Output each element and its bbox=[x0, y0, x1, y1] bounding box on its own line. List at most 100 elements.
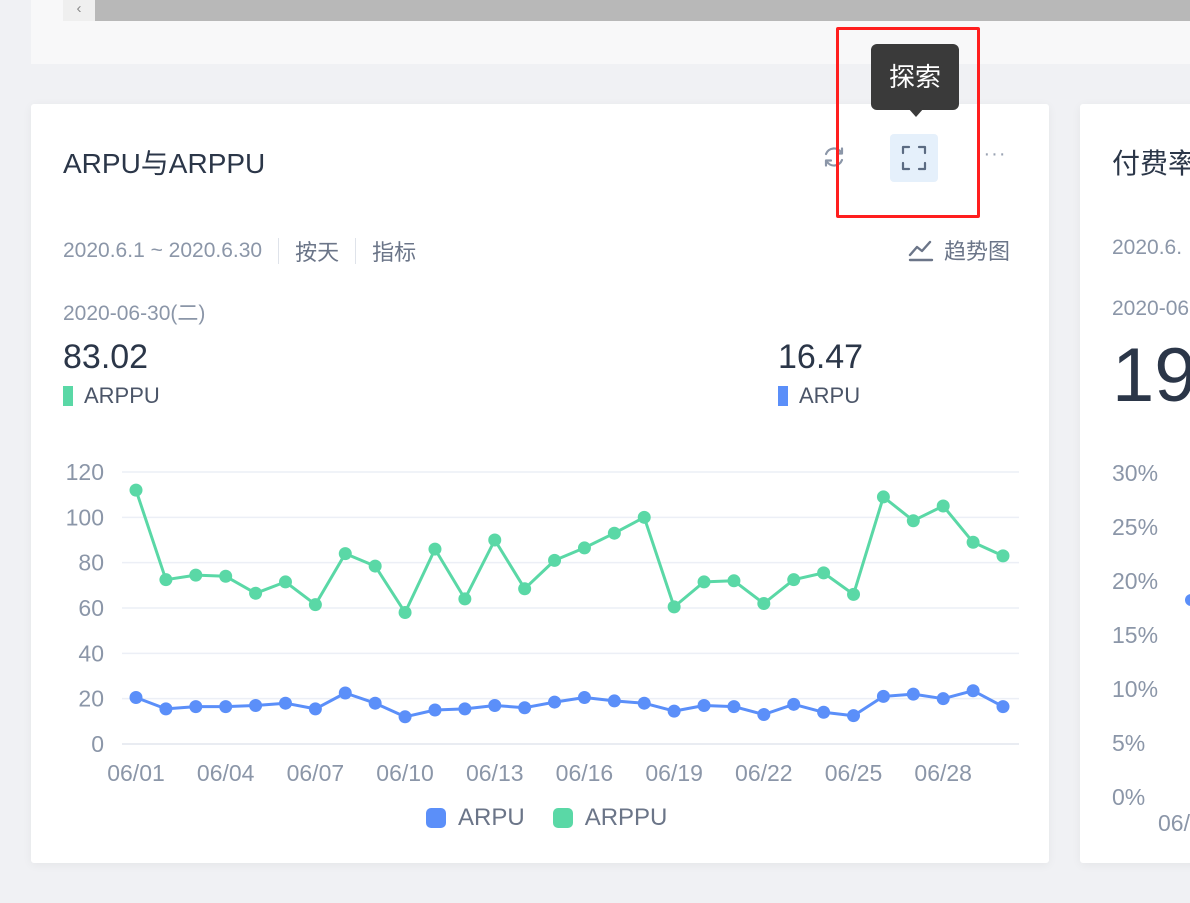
data-point-arppu bbox=[219, 569, 233, 583]
paying-rate-card: 付费率 2020.6. 2020-06 19 30% 25% 20% 15% 1… bbox=[1080, 104, 1190, 863]
scroll-left-arrow[interactable]: ‹ bbox=[63, 0, 95, 21]
y-tick-label: 60 bbox=[78, 595, 104, 621]
data-point-arppu bbox=[577, 541, 591, 555]
legend-marker bbox=[552, 808, 573, 828]
data-point-arppu bbox=[278, 575, 292, 589]
data-point-arppu bbox=[189, 568, 203, 582]
kpi-value: 16.47 bbox=[778, 338, 864, 376]
data-point-arppu bbox=[817, 566, 831, 580]
y-tick-label: 25% bbox=[1112, 514, 1159, 540]
data-point-arpu bbox=[847, 709, 861, 723]
data-point-arppu bbox=[428, 542, 442, 556]
x-tick-label: 06/19 bbox=[645, 760, 703, 786]
x-tick-label: 06/07 bbox=[287, 760, 345, 786]
x-tick-label: 06/01 bbox=[107, 760, 165, 786]
data-point-arppu bbox=[667, 600, 681, 614]
legend-label: ARPPU bbox=[584, 804, 668, 831]
selected-date: 2020-06 bbox=[1112, 297, 1190, 320]
data-point-arpu bbox=[458, 702, 472, 716]
explore-fullscreen-button[interactable] bbox=[890, 134, 938, 182]
data-point-arppu bbox=[159, 573, 173, 587]
data-point-arppu bbox=[249, 586, 263, 600]
arpu-arppu-card: ARPU与ARPPU ··· 2020.6.1 ~ 2020.6.30 按天 指… bbox=[31, 104, 1049, 863]
data-point-arppu bbox=[996, 549, 1010, 563]
data-point-arpu bbox=[548, 695, 562, 709]
data-point-arppu bbox=[458, 592, 472, 606]
x-tick-label: 06/16 bbox=[556, 760, 614, 786]
data-point-arppu bbox=[727, 574, 741, 588]
data-point-arppu bbox=[966, 535, 980, 549]
granularity-selector[interactable]: 按天 bbox=[295, 240, 340, 265]
date-range[interactable]: 2020.6. bbox=[1112, 236, 1183, 259]
x-tick-label: 06/25 bbox=[825, 760, 883, 786]
data-point-arppu bbox=[637, 510, 651, 524]
kpi-swatch bbox=[63, 386, 73, 406]
data-point-arpu bbox=[488, 698, 502, 712]
selected-date: 2020-06-30(二) bbox=[63, 302, 206, 325]
highlight-box bbox=[836, 27, 980, 218]
horizontal-scrollbar[interactable] bbox=[63, 0, 1190, 21]
explore-tooltip: 探索 bbox=[871, 44, 959, 117]
y-tick-label: 100 bbox=[66, 504, 104, 530]
y-tick-label: 40 bbox=[78, 640, 104, 666]
legend-item-arppu[interactable]: ARPPU bbox=[552, 804, 668, 832]
metric-selector[interactable]: 指标 bbox=[372, 240, 417, 265]
y-tick-label: 20% bbox=[1112, 568, 1159, 594]
x-tick-label: 06/28 bbox=[914, 760, 972, 786]
data-point-arppu bbox=[697, 575, 711, 589]
x-tick-label: 06/22 bbox=[735, 760, 793, 786]
legend-item-arpu[interactable]: ARPU bbox=[426, 804, 525, 832]
y-tick-label: 120 bbox=[66, 459, 104, 485]
data-point-arpu bbox=[667, 704, 681, 718]
data-point bbox=[1185, 594, 1190, 606]
line-chart-icon bbox=[908, 240, 934, 262]
legend-marker bbox=[426, 808, 446, 828]
data-point-arpu bbox=[398, 710, 412, 724]
data-point-arpu bbox=[757, 708, 771, 722]
data-point-arppu bbox=[548, 553, 562, 567]
data-point-arpu bbox=[338, 686, 352, 700]
data-point-arpu bbox=[697, 698, 711, 712]
data-point-arpu bbox=[278, 696, 292, 710]
kpi-arpu: 16.47 ARPU bbox=[778, 340, 863, 409]
more-options-icon[interactable]: ··· bbox=[983, 143, 1007, 165]
data-point-arpu bbox=[159, 702, 173, 716]
fullscreen-icon bbox=[901, 145, 927, 171]
series-line-arpu bbox=[135, 689, 1004, 719]
y-tick-label: 0 bbox=[91, 731, 104, 757]
data-point-arppu bbox=[338, 547, 352, 561]
data-point-arpu bbox=[966, 684, 980, 698]
data-point-arppu bbox=[368, 559, 382, 573]
data-point-arpu bbox=[996, 700, 1010, 714]
data-point-arpu bbox=[189, 700, 203, 714]
data-point-arpu bbox=[577, 691, 591, 705]
data-point-arppu bbox=[936, 499, 950, 513]
data-point-arppu bbox=[129, 483, 143, 497]
data-point-arppu bbox=[308, 598, 322, 612]
data-point-arppu bbox=[847, 587, 861, 601]
chart-type-selector[interactable]: 趋势图 bbox=[908, 234, 1010, 266]
x-tick-label: 06/13 bbox=[466, 760, 524, 786]
data-point-arppu bbox=[488, 533, 502, 547]
data-point-arpu bbox=[249, 698, 263, 712]
kpi-arppu: 83.02 ARPPU bbox=[63, 340, 160, 409]
divider bbox=[278, 238, 280, 264]
y-tick-label: 15% bbox=[1112, 622, 1159, 648]
data-point-arppu bbox=[787, 573, 801, 587]
card-title: ARPU与ARPPU bbox=[63, 148, 266, 179]
filter-row: 2020.6.1 ~ 2020.6.30 按天 指标 bbox=[63, 236, 416, 266]
data-point-arpu bbox=[428, 703, 442, 717]
y-tick-label: 10% bbox=[1112, 676, 1159, 702]
date-range[interactable]: 2020.6.1 ~ 2020.6.30 bbox=[63, 239, 263, 262]
kpi-label: ARPPU bbox=[84, 383, 160, 408]
data-point-arppu bbox=[518, 582, 532, 596]
divider bbox=[355, 238, 357, 264]
data-point-arpu bbox=[876, 689, 890, 703]
data-point-arpu bbox=[936, 692, 950, 706]
kpi-label: ARPU bbox=[799, 383, 861, 408]
data-point-arpu bbox=[817, 705, 831, 719]
data-point-arpu bbox=[607, 694, 621, 708]
y-tick-label: 5% bbox=[1112, 730, 1146, 756]
data-point-arpu bbox=[906, 687, 920, 701]
data-point-arppu bbox=[757, 596, 771, 610]
